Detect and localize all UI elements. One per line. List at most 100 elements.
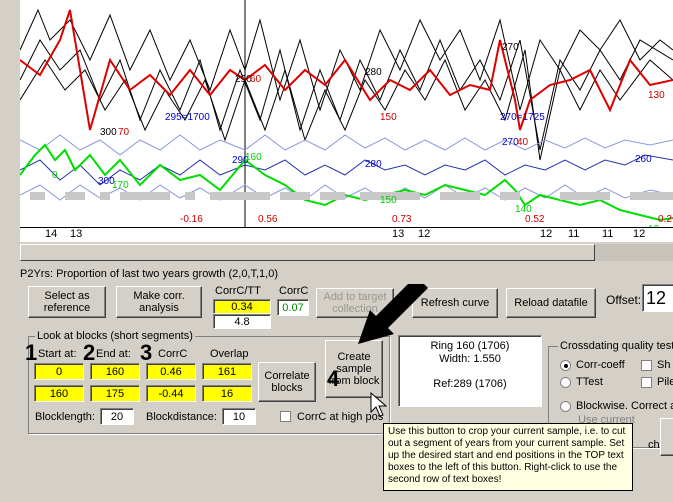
overlap-label: Overlap	[210, 348, 249, 360]
corrc-value-2: -0.44	[146, 385, 196, 402]
blue-curve	[19, 154, 673, 186]
blockdistance-input[interactable]: 10	[222, 408, 256, 425]
svg-text:270=1725: 270=1725	[500, 112, 545, 123]
x-tick: 13	[392, 228, 405, 240]
svg-text:270: 270	[502, 137, 519, 148]
end-input-1[interactable]: 160	[90, 363, 140, 380]
svg-text:290: 290	[235, 74, 252, 85]
overlap-value-1: 161	[202, 363, 252, 380]
block-bar	[30, 192, 673, 200]
corrc-col-label: CorrC	[158, 348, 188, 360]
svg-text:60: 60	[250, 74, 262, 85]
x-tick: 11	[602, 228, 614, 240]
offset-input[interactable]: 12	[642, 284, 673, 312]
sh-checkbox[interactable]	[641, 360, 652, 371]
partial-right-button[interactable]	[660, 418, 673, 456]
blockwise-label: Blockwise. Correct a	[576, 400, 673, 412]
sh-label: Sh	[657, 359, 671, 371]
svg-text:40: 40	[517, 137, 529, 148]
blockdistance-label: Blockdistance:	[146, 411, 217, 423]
corrc-high-pos-label: CorrC at high pos	[297, 411, 384, 423]
svg-text:260: 260	[635, 154, 652, 165]
arrow-shape	[358, 284, 428, 344]
make-corr-analysis-button[interactable]: Make corr. analysis	[116, 286, 202, 318]
correlate-blocks-button[interactable]: Correlate blocks	[258, 362, 316, 402]
corr-coeff-radio[interactable]	[560, 360, 571, 371]
mouse-cursor-icon	[370, 392, 388, 417]
ch-label: ch	[648, 439, 660, 451]
svg-text:300: 300	[98, 176, 115, 187]
chart-plot-area[interactable]: 290 280 270 300 70 295=1700 60 290 150 270=17…	[19, 0, 673, 235]
refresh-curve-button[interactable]: Refresh curve	[412, 288, 498, 318]
end-at-label: End at:	[96, 348, 131, 360]
x-tick: 13	[70, 228, 83, 240]
svg-text:280: 280	[365, 159, 382, 170]
svg-text:170: 170	[112, 180, 129, 191]
svg-text:130: 130	[648, 90, 665, 101]
ring-info-panel: Ring 160 (1706) Width: 1.550 Ref:289 (17…	[398, 335, 542, 407]
pointer-arrow	[358, 284, 428, 344]
ring-text: Ring 160 (1706)	[430, 340, 510, 352]
x-tick: 12	[418, 228, 431, 240]
ttest-label: TTest	[576, 376, 603, 388]
black-curve-1	[19, 8, 673, 112]
select-reference-button[interactable]: Select as reference	[28, 286, 106, 318]
x-tick: 12	[540, 228, 553, 240]
end-input-2[interactable]: 175	[90, 385, 140, 402]
svg-text:300: 300	[100, 127, 117, 138]
svg-text:-0.16: -0.16	[180, 214, 203, 225]
tooltip: Use this button to crop your current sam…	[383, 423, 633, 491]
x-tick: 11	[568, 228, 580, 240]
svg-text:140: 140	[515, 204, 532, 215]
svg-text:0.52: 0.52	[525, 214, 545, 225]
start-at-label: Start at:	[38, 348, 77, 360]
number-4: 4	[327, 366, 340, 391]
start-input-2[interactable]: 160	[34, 385, 84, 402]
blocklength-input[interactable]: 20	[100, 408, 134, 425]
number-2: 2	[83, 340, 96, 365]
width-text: Width: 1.550	[439, 353, 501, 365]
status-line: P2Yrs: Proportion of last two years grow…	[20, 268, 279, 280]
ttest-radio[interactable]	[560, 377, 571, 388]
blocks-legend: Look at blocks (short segments)	[35, 330, 195, 342]
corrc-label: CorrC	[279, 285, 309, 297]
corrc-value-1: 0.46	[146, 363, 196, 380]
black-curve-3	[19, 49, 673, 161]
offset-label: Offset:	[606, 293, 642, 307]
red-curve	[19, 9, 673, 131]
reload-datafile-button[interactable]: Reload datafile	[506, 288, 596, 318]
svg-text:270: 270	[502, 42, 519, 53]
svg-text:290: 290	[232, 155, 249, 166]
blocks-group	[28, 336, 390, 434]
lightblue-curve-1	[19, 134, 673, 156]
corrc-high-pos-checkbox[interactable]	[280, 411, 291, 422]
crossdating-legend: Crossdating quality test	[558, 340, 673, 352]
svg-text:160: 160	[245, 152, 262, 163]
corr-coeff-label: Corr-coeff	[576, 359, 625, 371]
svg-text:280: 280	[365, 67, 382, 78]
start-input-1[interactable]: 0	[34, 363, 84, 380]
scrollbar-thumb[interactable]	[20, 244, 595, 261]
number-1: 1	[25, 340, 38, 365]
pile-checkbox[interactable]	[641, 377, 652, 388]
x-axis: 14 13 13 12 12 11 11 12	[20, 227, 673, 242]
corr-tt-value2: 4.8	[213, 314, 271, 329]
svg-text:70: 70	[118, 127, 130, 138]
corrc-value: 0.07	[277, 299, 309, 316]
svg-text:150: 150	[380, 112, 397, 123]
corr-tt-value1: 0.34	[213, 299, 271, 314]
create-sample-button[interactable]: Create sample from block	[325, 340, 383, 398]
svg-text:0.2: 0.2	[658, 214, 672, 225]
ref-text: Ref:289 (1706)	[433, 378, 507, 390]
x-tick: 12	[633, 228, 646, 240]
svg-text:0: 0	[52, 170, 58, 181]
corr-tt-label: CorrC/TT	[215, 285, 261, 297]
svg-text:0.56: 0.56	[258, 214, 278, 225]
horizontal-scrollbar[interactable]	[20, 244, 673, 261]
number-3: 3	[140, 340, 153, 365]
blockwise-radio[interactable]	[560, 401, 571, 412]
svg-text:150: 150	[380, 195, 397, 206]
svg-text:295=1700: 295=1700	[165, 112, 210, 123]
